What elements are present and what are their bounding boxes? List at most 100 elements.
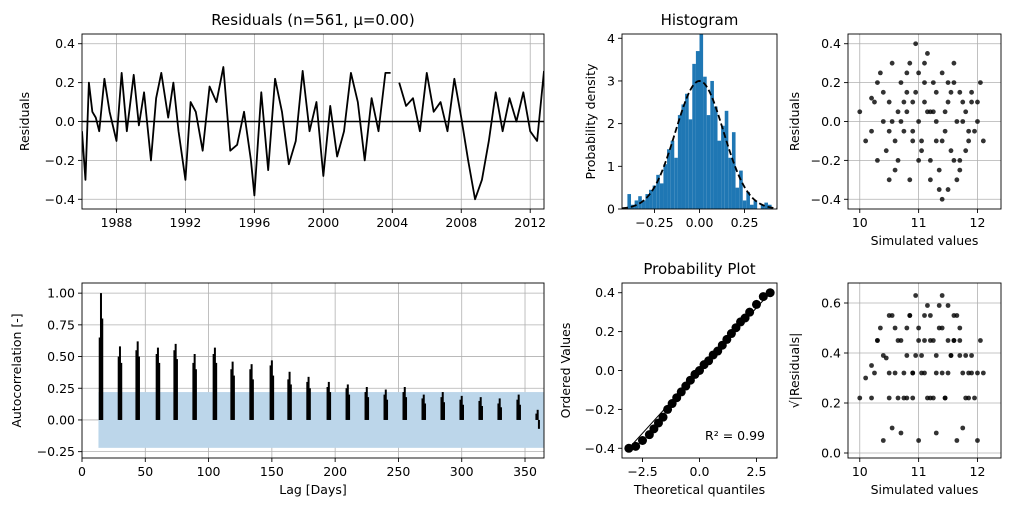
scatter-point — [930, 80, 936, 86]
x-tick-label: 350 — [513, 464, 537, 479]
scatter-point — [907, 60, 913, 66]
y-tick-label: 0.0 — [821, 114, 841, 129]
scatter-point — [960, 119, 966, 124]
plot-area — [82, 283, 544, 458]
x-tick-label: 200 — [323, 464, 347, 479]
scatter-point — [910, 99, 916, 105]
scatter-point — [936, 303, 942, 308]
scatter-point — [869, 95, 874, 101]
y-tick-label: 1.00 — [47, 286, 75, 301]
scatter-point — [969, 99, 974, 105]
histogram-bar — [649, 189, 653, 209]
quantile-point — [624, 443, 634, 453]
scatter-point — [945, 303, 951, 308]
plot-area — [848, 283, 1001, 458]
axes-frame — [81, 33, 545, 210]
scatter-point — [872, 99, 877, 105]
y-tick-label: −0.2 — [585, 402, 615, 417]
x-tick-label: 50 — [137, 464, 153, 479]
x-tick-label: 1996 — [238, 215, 270, 230]
scatter-point — [975, 370, 980, 376]
scatter-point — [939, 138, 945, 144]
scatter-point — [933, 119, 939, 124]
scatter-point — [936, 325, 942, 331]
scatter-point — [863, 138, 869, 144]
scatter-point — [969, 89, 974, 95]
scatter-point — [925, 51, 930, 56]
scatter-point — [945, 338, 951, 343]
scatter-point — [892, 167, 898, 173]
scatter-point — [901, 370, 907, 376]
scatter-point — [880, 438, 886, 443]
scatter-point — [948, 89, 954, 95]
scatter-point — [960, 99, 966, 105]
scatter-point — [895, 109, 901, 115]
quantile-point — [631, 441, 641, 451]
histogram-bar — [713, 106, 718, 209]
axes-frame — [847, 282, 1002, 459]
scatter-point — [907, 313, 913, 318]
histogram-bar — [677, 115, 682, 209]
y-tick-label: 0.0 — [821, 446, 841, 461]
x-tick-label: 1992 — [170, 215, 202, 230]
scatter-point — [933, 89, 939, 95]
y-tick-label: 0.2 — [821, 396, 841, 411]
scatter-point — [972, 128, 977, 134]
x-tick-label: 100 — [197, 464, 221, 479]
r-squared-annotation: R² = 0.99 — [705, 428, 765, 443]
scatter-point — [951, 60, 957, 66]
scatter-point — [925, 395, 930, 401]
y-tick-label: 0.00 — [47, 412, 75, 427]
x-tick-label: 11 — [911, 215, 927, 230]
histogram-bar — [721, 125, 725, 209]
residual-series-line — [398, 70, 544, 201]
x-tick-label: 10 — [852, 464, 868, 479]
y-tick-label: 0.0 — [595, 363, 615, 378]
histogram-bar — [731, 132, 736, 209]
y-tick-label: 0.4 — [821, 346, 841, 361]
residual-series-line — [82, 66, 391, 197]
scatter-point — [980, 138, 986, 144]
tick-marks: 10 11 12 −0.4 −0.2 0.0 0.2 0.4 — [811, 36, 986, 230]
scatter-point — [957, 167, 963, 173]
scatter-point — [910, 395, 916, 401]
scatter-point — [978, 80, 983, 86]
scatter-point — [875, 338, 880, 343]
scatter-point — [978, 338, 983, 343]
scatter-point — [925, 303, 930, 308]
histogram-bar — [685, 93, 689, 209]
histogram-bar — [764, 202, 768, 209]
scatter-point — [898, 119, 904, 124]
histogram-bar — [717, 140, 722, 209]
scatter-point — [892, 138, 898, 144]
histogram-bar — [735, 187, 740, 209]
panel-histogram: −0.25 0.00 0.25 0 1 2 3 4 Histogram Probability d… — [583, 11, 778, 230]
scatter-point — [939, 370, 945, 376]
quantile-point — [765, 288, 775, 298]
scatter-point — [957, 325, 963, 331]
y-tick-label: 2 — [607, 116, 615, 131]
scatter-point — [933, 353, 939, 358]
scatter-point — [910, 128, 916, 134]
scatter-point — [886, 99, 892, 105]
scatter-point — [975, 119, 980, 124]
quantile-point — [638, 436, 648, 445]
scatter-point — [895, 157, 901, 163]
y-tick-label: 0.2 — [595, 324, 615, 339]
scatter-point — [922, 80, 927, 86]
scatter-point — [942, 395, 948, 401]
y-axis-label: Probability density — [583, 63, 598, 179]
y-axis-label: Residuals — [17, 92, 32, 151]
y-tick-label: −0.4 — [585, 441, 615, 456]
x-axis-label: Theoretical quantiles — [633, 482, 765, 497]
scatter-point — [872, 370, 877, 376]
x-tick-label: 10 — [852, 215, 868, 230]
confidence-band — [98, 392, 544, 448]
scatter-point — [922, 338, 927, 343]
scatter-point — [945, 99, 951, 105]
axes-frame — [621, 33, 778, 210]
scatter-point — [963, 148, 969, 154]
y-tick-label: 0 — [607, 202, 615, 217]
scatter-point — [927, 157, 933, 163]
scatter-point — [880, 89, 886, 95]
